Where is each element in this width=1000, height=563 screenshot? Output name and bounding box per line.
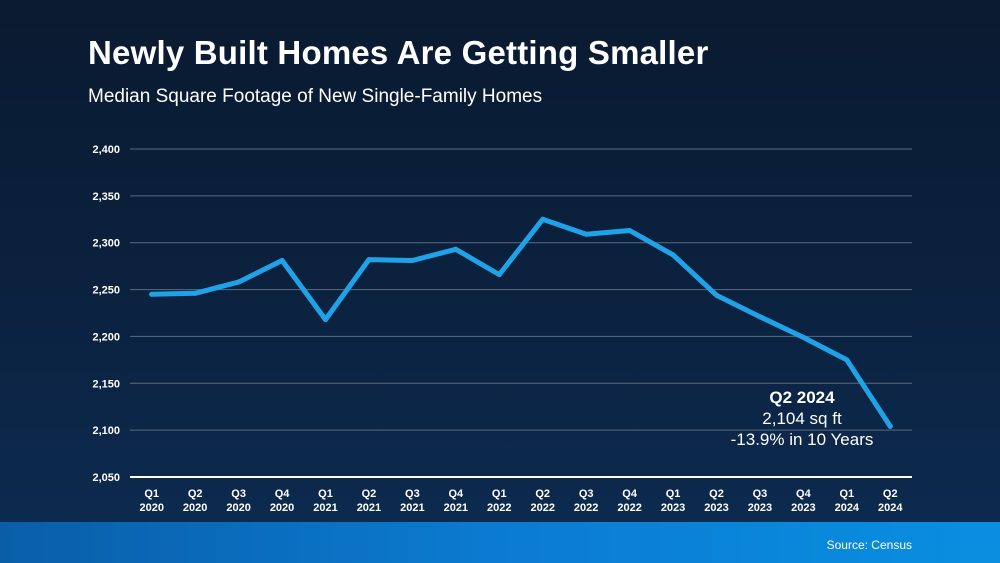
x-tick-label-year: 2020	[139, 502, 163, 514]
x-tick-label-year: 2022	[487, 502, 511, 514]
x-tick-label-year: 2020	[183, 502, 207, 514]
annotation-value: 2,104 sq ft	[762, 409, 842, 428]
data-point	[583, 231, 589, 237]
y-tick-label: 2,050	[92, 472, 120, 484]
x-tick-label-quarter: Q1	[666, 488, 681, 500]
y-tick-label: 2,200	[92, 331, 120, 343]
y-tick-label: 2,150	[92, 378, 120, 390]
x-tick-label-year: 2022	[574, 502, 598, 514]
x-tick-label-quarter: Q2	[188, 488, 203, 500]
data-point	[540, 216, 546, 222]
x-tick-label-year: 2021	[400, 502, 424, 514]
source-label: Source: Census	[826, 538, 912, 552]
data-point	[236, 279, 242, 285]
data-point	[323, 317, 328, 323]
data-point	[800, 334, 806, 340]
data-point	[453, 246, 459, 252]
x-tick-label-year: 2024	[878, 502, 903, 514]
data-point	[149, 291, 155, 297]
x-tick-label-quarter: Q3	[231, 488, 246, 500]
x-tick-label-year: 2023	[791, 502, 815, 514]
y-tick-label: 2,250	[92, 285, 120, 297]
chart-subtitle: Median Square Footage of New Single-Fami…	[88, 86, 543, 107]
x-tick-label-quarter: Q2	[709, 488, 724, 500]
x-tick-label-quarter: Q1	[492, 488, 507, 500]
x-tick-label-year: 2021	[313, 502, 337, 514]
chart-title: Newly Built Homes Are Getting Smaller	[88, 34, 709, 71]
x-tick-label-quarter: Q1	[144, 488, 159, 500]
x-tick-label-quarter: Q4	[796, 488, 812, 500]
footer-bar	[0, 522, 1000, 563]
data-point	[409, 258, 415, 264]
y-tick-label: 2,350	[92, 191, 120, 203]
x-tick-label-year: 2020	[226, 502, 250, 514]
x-tick-label-year: 2024	[835, 502, 860, 514]
x-tick-label-year: 2022	[530, 502, 554, 514]
data-point	[627, 228, 633, 234]
x-tick-label-year: 2020	[270, 502, 294, 514]
y-tick-label: 2,300	[92, 238, 120, 250]
data-point	[279, 258, 285, 264]
data-point	[757, 314, 763, 320]
data-point	[844, 357, 850, 363]
data-point	[192, 290, 198, 296]
x-tick-label-year: 2023	[704, 502, 728, 514]
x-tick-label-year: 2023	[748, 502, 772, 514]
x-tick-label-quarter: Q4	[275, 488, 291, 500]
annotation-heading: Q2 2024	[769, 388, 835, 407]
x-tick-label-quarter: Q1	[839, 488, 854, 500]
x-tick-label-quarter: Q3	[405, 488, 420, 500]
x-tick-label-quarter: Q4	[448, 488, 464, 500]
x-tick-label-year: 2023	[661, 502, 685, 514]
data-point	[670, 252, 676, 258]
x-tick-label-quarter: Q3	[579, 488, 594, 500]
series-line	[149, 216, 893, 429]
x-tick-label-quarter: Q2	[362, 488, 377, 500]
x-tick-label-year: 2022	[617, 502, 641, 514]
x-tick-label-quarter: Q3	[753, 488, 768, 500]
x-tick-label-quarter: Q2	[883, 488, 898, 500]
y-tick-label: 2,400	[92, 144, 120, 156]
annotation-change: -13.9% in 10 Years	[730, 430, 874, 449]
y-tick-label: 2,100	[92, 425, 120, 437]
x-tick-label-quarter: Q2	[535, 488, 550, 500]
x-tick-label-year: 2021	[357, 502, 381, 514]
data-point	[714, 292, 719, 298]
x-tick-label-quarter: Q4	[622, 488, 638, 500]
x-tick-label-quarter: Q1	[318, 488, 333, 500]
data-point	[496, 272, 502, 278]
data-point	[887, 423, 893, 429]
x-tick-label-year: 2021	[444, 502, 468, 514]
data-point	[366, 257, 372, 263]
